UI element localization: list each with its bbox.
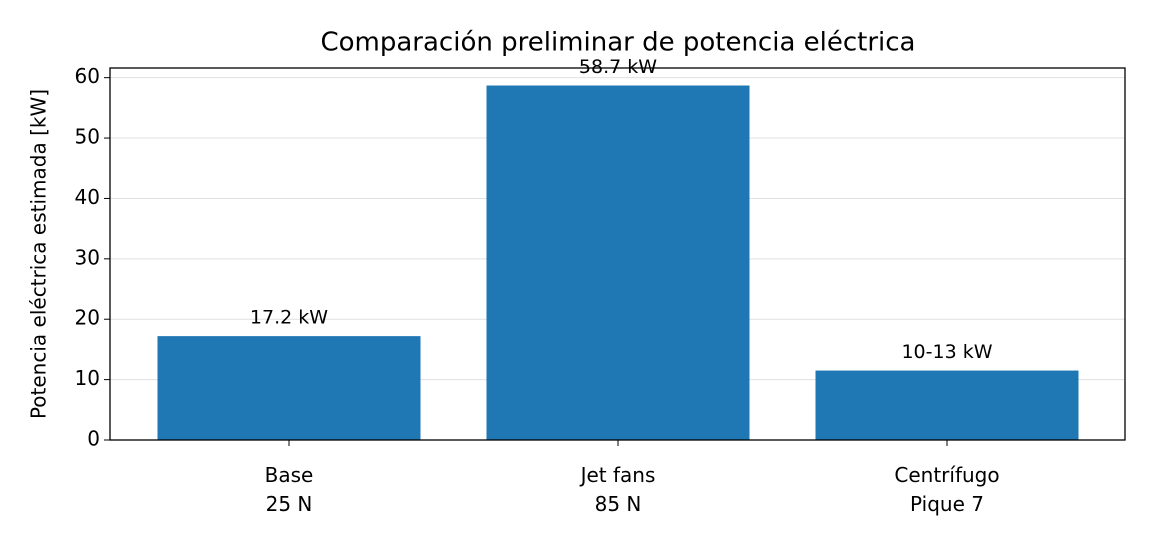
value-label: 17.2 kW [250,307,328,329]
y-tick-label: 10 [75,366,100,390]
bar [157,336,421,440]
value-label: 10-13 kW [901,341,992,363]
value-label: 58.7 kW [579,56,657,78]
y-tick-label: 0 [87,427,100,451]
y-tick-label: 20 [75,306,100,330]
plot-frame [109,67,1126,441]
x-tick-label: Base 25 N [265,463,314,516]
y-axis-label: Potencia eléctrica estimada [kW] [27,89,51,419]
bar [815,370,1079,440]
x-tick-label: Jet fans 85 N [579,463,656,516]
y-tick-label: 50 [75,125,100,149]
bar [486,85,750,440]
y-tick-label: 30 [75,245,100,269]
x-tick-label: Centrífugo Pique 7 [894,463,999,516]
chart-title: Comparación preliminar de potencia eléct… [320,28,915,58]
y-tick-label: 60 [75,64,100,88]
y-tick-label: 40 [75,185,100,209]
